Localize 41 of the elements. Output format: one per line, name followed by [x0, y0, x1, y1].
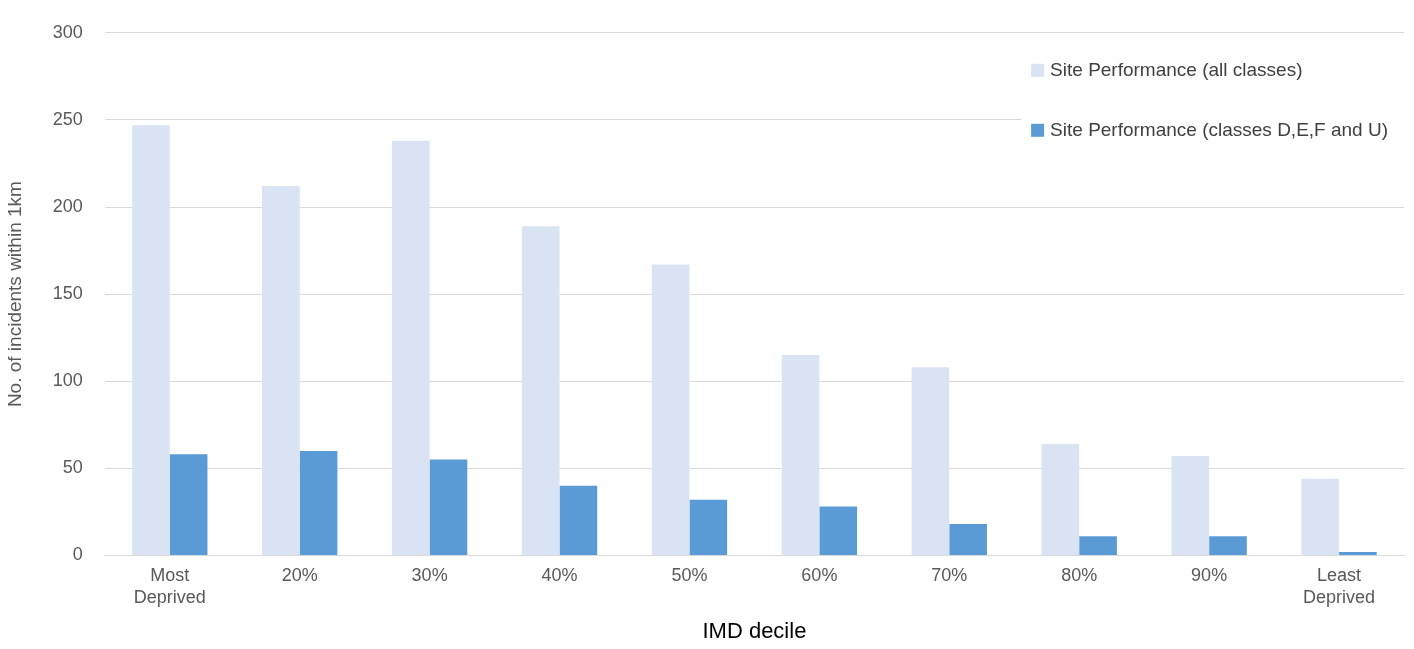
bar: [521, 226, 560, 555]
bar: [1041, 443, 1080, 555]
bar: [169, 454, 208, 555]
y-tick-label: 100: [52, 370, 83, 391]
x-tick-label: Least Deprived: [1303, 565, 1376, 607]
bar: [1339, 551, 1377, 555]
bar: [262, 186, 300, 555]
y-tick-label: 200: [52, 195, 83, 216]
y-axis-title: No. of incidents within 1km: [3, 181, 25, 408]
y-tick-label: 300: [52, 21, 83, 42]
legend-label: Site Performance (all classes): [1050, 59, 1303, 81]
bar: [1171, 456, 1210, 555]
bar: [781, 355, 820, 555]
y-tick-label: 150: [52, 283, 83, 304]
bar: [1301, 478, 1340, 555]
x-tick-label: 70%: [931, 565, 968, 586]
bar: [132, 125, 170, 555]
x-tick-label: 60%: [801, 565, 838, 586]
x-tick-label: 30%: [411, 565, 448, 586]
x-tick-label: 80%: [1061, 565, 1098, 586]
bar: [559, 485, 598, 555]
bar: [949, 524, 987, 555]
bar: [651, 264, 690, 555]
bar: [391, 140, 430, 555]
bar: [1079, 536, 1117, 555]
x-tick-label: Most Deprived: [133, 565, 206, 607]
x-tick-label: 50%: [671, 565, 708, 586]
bar: [1209, 536, 1247, 555]
y-tick-label: 50: [62, 457, 83, 478]
legend-label: Site Performance (classes D,E,F and U): [1050, 119, 1388, 141]
bar: [429, 459, 468, 555]
bar: [689, 499, 728, 555]
x-tick-label: 40%: [541, 565, 578, 586]
bar: [299, 450, 338, 555]
x-axis-title: IMD decile: [702, 617, 807, 643]
x-tick-label: 20%: [281, 565, 318, 586]
bar: [911, 367, 950, 555]
y-tick-label: 250: [52, 108, 83, 129]
x-tick-label: 90%: [1191, 565, 1228, 586]
y-tick-label: 0: [72, 544, 83, 565]
bar: [819, 506, 858, 555]
